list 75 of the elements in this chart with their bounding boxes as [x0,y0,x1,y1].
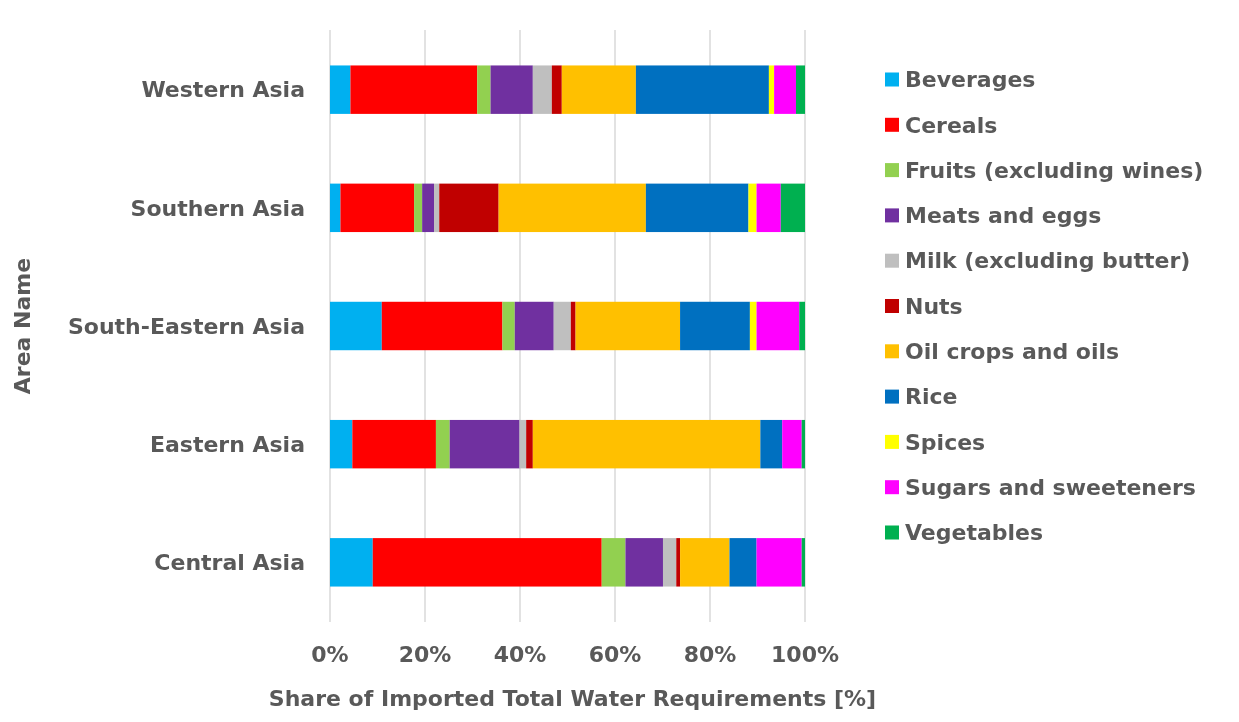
bar [780,183,805,233]
bar [662,538,677,587]
bar [372,538,602,587]
legend-label: Vegetables [905,520,1044,546]
y-tick-label: Eastern Asia [149,431,305,457]
bar [434,183,440,233]
bar [532,65,552,114]
legend-label: Milk (excluding butter) [905,248,1191,274]
y-tick-label: Southern Asia [130,195,305,221]
bar [553,301,571,351]
bar [477,65,491,114]
y-tick-label: Central Asia [154,550,305,576]
x-tick-label: 20% [398,642,452,667]
bar [760,419,783,469]
bar [449,419,520,469]
bar [422,183,435,233]
bar [551,65,562,114]
bar [748,183,757,233]
legend-label: Spices [905,429,986,455]
x-tick-label: 60% [588,642,642,667]
bar [680,538,730,587]
legend-label: Meats and eggs [905,203,1102,229]
bar [782,419,802,469]
bar [340,183,415,233]
bar [439,183,499,233]
bar [756,183,781,233]
bar [330,65,351,114]
legend-label: Sugars and sweeteners [905,474,1196,500]
bar [330,183,341,233]
bar [774,65,796,114]
x-tick-label: 0% [311,642,349,667]
bar [570,301,576,351]
bar [526,419,533,469]
bar [330,419,353,469]
y-tick-label: South-Eastern Asia [67,313,305,339]
legend-label: Cereals [905,112,998,138]
x-axis-title: Share of Imported Total Water Requirements [%] [268,686,877,711]
bar [795,65,805,114]
bar [330,538,373,587]
bar [498,183,646,233]
bar [352,419,436,469]
bar [729,538,757,587]
bar [514,301,554,351]
bar [330,301,382,351]
x-tick-label: 80% [683,642,737,667]
legend-label: Nuts [905,293,963,319]
y-axis-title: Area Name [10,257,35,395]
bar [575,301,681,351]
legend-label: Fruits (excluding wines) [905,157,1204,183]
bar [435,419,450,469]
legend-label: Beverages [905,67,1036,93]
bar [350,65,478,114]
bar [490,65,533,114]
bar [414,183,423,233]
x-tick-label: 100% [771,642,839,667]
bar [502,301,515,351]
x-tick-label: 40% [493,642,547,667]
y-tick-label: Western Asia [141,77,305,103]
bar [645,183,749,233]
bar [799,301,805,351]
bar [532,419,761,469]
bar [601,538,626,587]
bar [801,538,805,587]
legend-label: Oil crops and oils [905,339,1120,364]
bar [768,65,775,114]
bar [381,301,503,351]
bar [676,538,681,587]
bar [561,65,636,114]
bar [635,65,769,114]
bar [749,301,757,351]
bar [680,301,750,351]
bar [625,538,663,587]
bar [756,538,802,587]
legend-label: Rice [905,384,958,410]
bar [756,301,800,351]
